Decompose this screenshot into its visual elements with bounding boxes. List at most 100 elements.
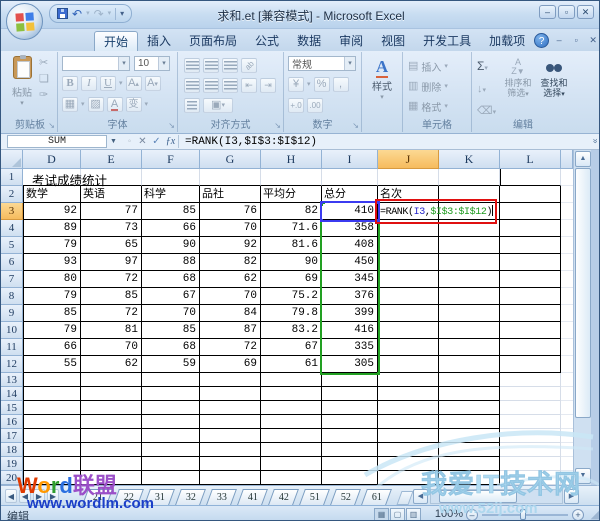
cell-E13[interactable] [81,373,142,387]
cell-J9[interactable] [378,305,439,322]
cell-J1[interactable] [378,169,439,186]
cell-K1[interactable] [439,169,500,186]
cell-H8[interactable]: 75.2 [261,288,322,305]
insert-function-button[interactable]: ƒx [165,136,176,147]
shrink-font-button[interactable]: A▾ [144,76,161,91]
cell-H13[interactable] [261,373,322,387]
cell-K16[interactable] [439,415,500,429]
row-header-8[interactable]: 8 [1,288,23,305]
cell-E14[interactable] [81,387,142,401]
cell-I13[interactable] [322,373,378,387]
borders-dropdown-icon[interactable]: ▾ [81,101,85,108]
ribbon-tab-0[interactable]: 开始 [94,31,139,51]
font-size-combo[interactable]: 10 ▾ [134,56,170,71]
minimize-button[interactable]: – [539,5,556,19]
last-sheet-icon[interactable]: ▶ [47,489,59,503]
cell-I4[interactable]: 358 [322,220,378,237]
cell-H6[interactable]: 90 [261,254,322,271]
column-header-L[interactable]: L [500,150,561,169]
workbook-restore-button[interactable]: ▫ [574,34,578,45]
orientation-icon[interactable]: ab [241,58,257,73]
cell-H14[interactable] [261,387,322,401]
row-header-7[interactable]: 7 [1,271,23,288]
cell-H7[interactable]: 69 [261,271,322,288]
cell-K3[interactable] [439,203,500,220]
cell-K10[interactable] [439,322,500,339]
merge-center-button[interactable]: ▣ ▾ [203,98,233,113]
save-icon[interactable] [57,8,68,19]
cell-D18[interactable] [23,443,81,457]
cell-H4[interactable]: 71.6 [261,220,322,237]
cell-I11[interactable]: 335 [322,339,378,356]
increase-indent-icon[interactable]: ⇥ [260,78,276,93]
phonetic-dropdown-icon[interactable]: ▾ [144,101,149,108]
delete-cells-button[interactable]: ▥ 删除 ▾ [408,80,448,94]
cell-F14[interactable] [142,387,200,401]
grow-font-button[interactable]: A▴ [125,76,142,91]
italic-button[interactable]: I [81,76,97,91]
font-color-button[interactable]: A [106,97,123,112]
cell-I15[interactable] [322,401,378,415]
align-center-icon[interactable] [203,78,219,93]
row-header-1[interactable]: 1 [1,169,23,186]
cell-D12[interactable]: 55 [23,356,81,373]
cell-K20[interactable] [439,471,500,485]
cut-icon[interactable]: ✂ [39,57,49,69]
qat-more-button[interactable]: ▾ [120,8,125,18]
cell-D9[interactable]: 85 [23,305,81,322]
cell-F12[interactable]: 59 [142,356,200,373]
cell-J12[interactable] [378,356,439,373]
cell-L8[interactable] [500,288,561,305]
sheet-tab-41[interactable]: 41 [237,489,268,505]
cell-K15[interactable] [439,401,500,415]
cell-K7[interactable] [439,271,500,288]
cell-G6[interactable]: 82 [200,254,261,271]
cell-D5[interactable]: 79 [23,237,81,254]
cell-K9[interactable] [439,305,500,322]
cell-J4[interactable] [378,220,439,237]
cell-G5[interactable]: 92 [200,237,261,254]
cell-I2[interactable]: 总分 [322,186,378,203]
cell-K11[interactable] [439,339,500,356]
zoom-out-icon[interactable]: – [466,509,478,520]
cell-F16[interactable] [142,415,200,429]
font-name-combo[interactable]: ▾ [62,56,130,71]
zoom-in-icon[interactable]: + [572,509,584,520]
cell-F11[interactable]: 68 [142,339,200,356]
cancel-button[interactable]: ✕ [138,136,147,147]
cell-E18[interactable] [81,443,142,457]
redo-dropdown-icon[interactable]: ▾ [107,9,112,17]
sheet-tab-42[interactable]: 42 [268,489,299,505]
cell-I19[interactable] [322,457,378,471]
formula-cell-J3[interactable]: =RANK(I3,$I$3:$I$12) [378,203,494,220]
copy-icon[interactable]: ❏ [39,73,49,85]
cell-F7[interactable]: 68 [142,271,200,288]
cell-I6[interactable]: 450 [322,254,378,271]
cell-E6[interactable]: 97 [81,254,142,271]
cell-F1[interactable] [142,169,200,186]
sort-filter-button[interactable]: A Z▼ 排序和 筛选▾ [504,57,532,99]
name-box[interactable]: SUM [7,135,107,148]
cell-G12[interactable]: 69 [200,356,261,373]
ribbon-tab-6[interactable]: 视图 [381,34,406,48]
clear-button[interactable]: ⌫▾ [477,105,497,117]
cell-D3[interactable]: 92 [23,203,81,220]
row-header-19[interactable]: 19 [1,457,23,471]
sheet-tab-32[interactable]: 32 [175,489,206,505]
cell-F15[interactable] [142,401,200,415]
underline-button[interactable]: U [100,76,116,91]
cell-G3[interactable]: 76 [200,203,261,220]
vertical-scrollbar[interactable]: ▲ ▼ [573,150,591,485]
cell-I5[interactable]: 408 [322,237,378,254]
cell-K18[interactable] [439,443,500,457]
cell-G1[interactable] [200,169,261,186]
cell-F3[interactable]: 85 [142,203,200,220]
underline-dropdown-icon[interactable]: ▾ [119,80,123,87]
redo-button[interactable]: ↷ [93,6,104,21]
cell-L4[interactable] [500,220,561,237]
cell-J19[interactable] [378,457,439,471]
cell-I1[interactable] [322,169,378,186]
cell-G10[interactable]: 87 [200,322,261,339]
row-header-16[interactable]: 16 [1,415,23,429]
sheet-tab-51[interactable]: 51 [299,489,330,505]
